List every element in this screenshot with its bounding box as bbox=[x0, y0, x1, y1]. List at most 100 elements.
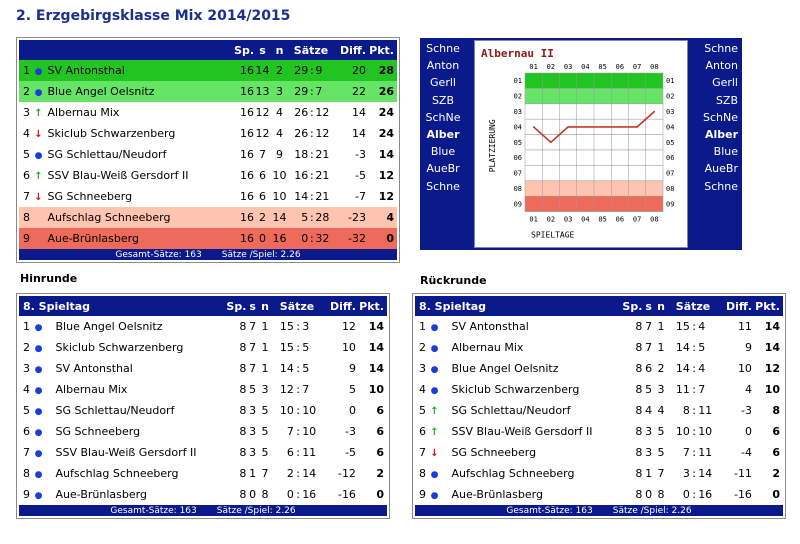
standings-row[interactable]: 2 ● Blue Angel Oelsnitz 16 13 3 29:7 22 26 bbox=[19, 81, 397, 102]
standings-row[interactable]: 1 ● SV Antonsthal 16 14 2 29:9 20 28 bbox=[19, 60, 397, 81]
sets-lost: 21 bbox=[315, 190, 330, 203]
round-standings-row[interactable]: 6 ● SG Schneeberg 8 3 5 7:10 -3 6 bbox=[19, 421, 387, 442]
standings-row[interactable]: 9 Aue-Brünlasberg 16 0 16 0:32 -32 0 bbox=[19, 228, 397, 249]
games-played: 8 bbox=[635, 404, 643, 417]
standings-row[interactable]: 7 ↓ SG Schneeberg 16 6 10 14:21 -7 12 bbox=[19, 186, 397, 207]
points: 14 bbox=[764, 341, 780, 354]
round-standings-row[interactable]: 2 ● Skiclub Schwarzenberg 8 7 1 15:5 10 14 bbox=[19, 337, 387, 358]
rank-team-cell: 4 ● Skiclub Schwarzenberg bbox=[415, 379, 622, 400]
x-tick-label-bottom: 07 bbox=[633, 216, 641, 224]
rank-number: 3 bbox=[23, 106, 30, 119]
standings-row[interactable]: 4 ↓ Skiclub Schwarzenberg 16 12 4 26:12 14 24 bbox=[19, 123, 397, 144]
sets-won: 0 bbox=[286, 488, 294, 501]
round-standings-row[interactable]: 3 ● SV Antonsthal 8 7 1 14:5 9 14 bbox=[19, 358, 387, 379]
sets-lost: 16 bbox=[302, 488, 317, 501]
set-difference: 22 bbox=[352, 85, 367, 98]
arrow-down-icon: ↓ bbox=[430, 448, 439, 459]
sets-separator: : bbox=[296, 341, 300, 354]
games-played: 8 bbox=[239, 446, 247, 459]
set-difference: 20 bbox=[352, 64, 367, 77]
standings-row[interactable]: 6 ↑ SSV Blau-Weiß Gersdorf II 16 6 10 16:21 -5… bbox=[19, 165, 397, 186]
round-standings-row[interactable]: 2 ● Albernau Mix 8 7 1 14:5 9 14 bbox=[415, 337, 783, 358]
total-sets: Gesamt-Sätze: 163 bbox=[115, 249, 202, 260]
placement-point bbox=[550, 141, 552, 144]
points: 8 bbox=[772, 404, 780, 417]
sets-separator: : bbox=[692, 467, 696, 480]
round-standings-row[interactable]: 4 ● Albernau Mix 8 5 3 12:7 5 10 bbox=[19, 379, 387, 400]
standings-row[interactable]: 8 Aufschlag Schneeberg 16 2 14 5:28 -23 4 bbox=[19, 207, 397, 228]
sets-lost: 7 bbox=[698, 383, 706, 396]
round-standings-row[interactable]: 5 ↑ SG Schlettau/Neudorf 8 4 4 8:11 -3 8 bbox=[415, 400, 783, 421]
wins: 3 bbox=[645, 446, 653, 459]
losses: 9 bbox=[276, 148, 283, 161]
losses: 1 bbox=[261, 362, 269, 375]
sets-lost: 28 bbox=[315, 211, 330, 224]
points: 14 bbox=[368, 341, 384, 354]
round-standings-row[interactable]: 1 ● Blue Angel Oelsnitz 8 7 1 15:3 12 14 bbox=[19, 316, 387, 337]
placement-point bbox=[653, 110, 656, 113]
round-standings-row[interactable]: 6 ↑ SSV Blau-Weiß Gersdorf II 8 3 5 10:10 0 6 bbox=[415, 421, 783, 442]
rank-team-cell: 8 ● Aufschlag Schneeberg bbox=[415, 463, 622, 484]
standings-row[interactable]: 3 ↑ Albernau Mix 16 12 4 26:12 14 24 bbox=[19, 102, 397, 123]
hinrunde-panel: 8. Spieltag Sp. s n Sätze Diff. Pkt. 1 ● Blue An… bbox=[16, 293, 390, 519]
sets-per-game: Sätze /Spiel: 2.26 bbox=[221, 249, 301, 260]
sets-separator: : bbox=[296, 467, 300, 480]
y-tick-label-right: 09 bbox=[666, 200, 674, 208]
team-name: SG Schneeberg bbox=[451, 446, 537, 459]
losses: 5 bbox=[657, 425, 665, 438]
x-tick-label-top: 03 bbox=[564, 63, 572, 71]
footer-cell: Gesamt-Sätze: 163 Sätze /Spiel: 2.26 bbox=[19, 249, 397, 260]
round-standings-row[interactable]: 3 ● Blue Angel Oelsnitz 8 6 2 14:4 10 12 bbox=[415, 358, 783, 379]
status-dot-icon: ● bbox=[34, 88, 43, 98]
placement-point bbox=[619, 126, 621, 128]
sets-won: 11 bbox=[675, 383, 690, 396]
standings-row[interactable]: 5 ● SG Schlettau/Neudorf 16 7 9 18:21 -3 14 bbox=[19, 144, 397, 165]
header-sp: Sp. bbox=[229, 40, 255, 60]
set-difference: -11 bbox=[733, 467, 752, 480]
rank-number: 5 bbox=[23, 148, 30, 161]
round-standings-row[interactable]: 8 ● Aufschlag Schneeberg 8 1 7 2:14 -12 2 bbox=[19, 463, 387, 484]
round-standings-row[interactable]: 9 ● Aue-Brünlasberg 8 0 8 0:16 -16 0 bbox=[415, 484, 783, 505]
round-standings-row[interactable]: 4 ● Skiclub Schwarzenberg 8 5 3 11:7 4 10 bbox=[415, 379, 783, 400]
team-name: SV Antonsthal bbox=[55, 362, 133, 375]
sets-lost: 21 bbox=[315, 148, 330, 161]
round-standings-row[interactable]: 5 ● SG Schlettau/Neudorf 8 3 5 10:10 0 6 bbox=[19, 400, 387, 421]
rank-team-cell: 2 ● Albernau Mix bbox=[415, 337, 622, 358]
status-dot-icon: ● bbox=[430, 470, 439, 480]
points: 6 bbox=[376, 446, 384, 459]
rank-team-cell: 3 ● SV Antonsthal bbox=[19, 358, 226, 379]
round-standings-row[interactable]: 9 ● Aue-Brünlasberg 8 0 8 0:16 -16 0 bbox=[19, 484, 387, 505]
rank-cell: 4 ↓ bbox=[19, 123, 44, 144]
points: 10 bbox=[368, 383, 384, 396]
losses: 5 bbox=[261, 425, 269, 438]
points: 10 bbox=[764, 383, 780, 396]
sets-won: 15 bbox=[675, 320, 690, 333]
y-tick-label-left: 01 bbox=[514, 77, 522, 85]
y-tick-label-right: 05 bbox=[666, 139, 674, 147]
sets-separator: : bbox=[692, 383, 696, 396]
round-standings-row[interactable]: 8 ● Aufschlag Schneeberg 8 1 7 3:14 -11 2 bbox=[415, 463, 783, 484]
rank-number: 5 bbox=[419, 404, 426, 417]
set-difference: 4 bbox=[744, 383, 752, 396]
sets-separator: : bbox=[692, 404, 696, 417]
arrow-up-icon: ↑ bbox=[430, 427, 439, 438]
round-standings-row[interactable]: 1 ● SV Antonsthal 8 7 1 15:4 11 14 bbox=[415, 316, 783, 337]
team-name: SV Antonsthal bbox=[47, 64, 125, 77]
round-standings-row[interactable]: 7 ↓ SG Schneeberg 8 3 5 7:11 -4 6 bbox=[415, 442, 783, 463]
footer-cell: Gesamt-Sätze: 163 Sätze /Spiel: 2.26 bbox=[19, 505, 387, 516]
rueckrunde-footer: Gesamt-Sätze: 163 Sätze /Spiel: 2.26 bbox=[415, 505, 783, 516]
header-pkt: Pkt. bbox=[355, 296, 387, 316]
wins: 7 bbox=[249, 362, 257, 375]
rank-team-cell: 7 ↓ SG Schneeberg bbox=[415, 442, 622, 463]
chart-team-label: AueBr bbox=[426, 162, 460, 176]
rank-team-cell: 8 ● Aufschlag Schneeberg bbox=[19, 463, 226, 484]
points: 6 bbox=[772, 425, 780, 438]
y-tick-label-right: 08 bbox=[666, 185, 674, 193]
round-standings-row[interactable]: 7 ● SSV Blau-Weiß Gersdorf II 8 3 5 6:11 -5 6 bbox=[19, 442, 387, 463]
team-name: Aue-Brünlasberg bbox=[451, 488, 543, 501]
team-name: SG Schneeberg bbox=[47, 190, 133, 203]
games-played: 16 bbox=[240, 127, 255, 140]
sets-lost: 14 bbox=[302, 467, 317, 480]
losses: 3 bbox=[657, 383, 665, 396]
sets-lost: 5 bbox=[302, 341, 310, 354]
